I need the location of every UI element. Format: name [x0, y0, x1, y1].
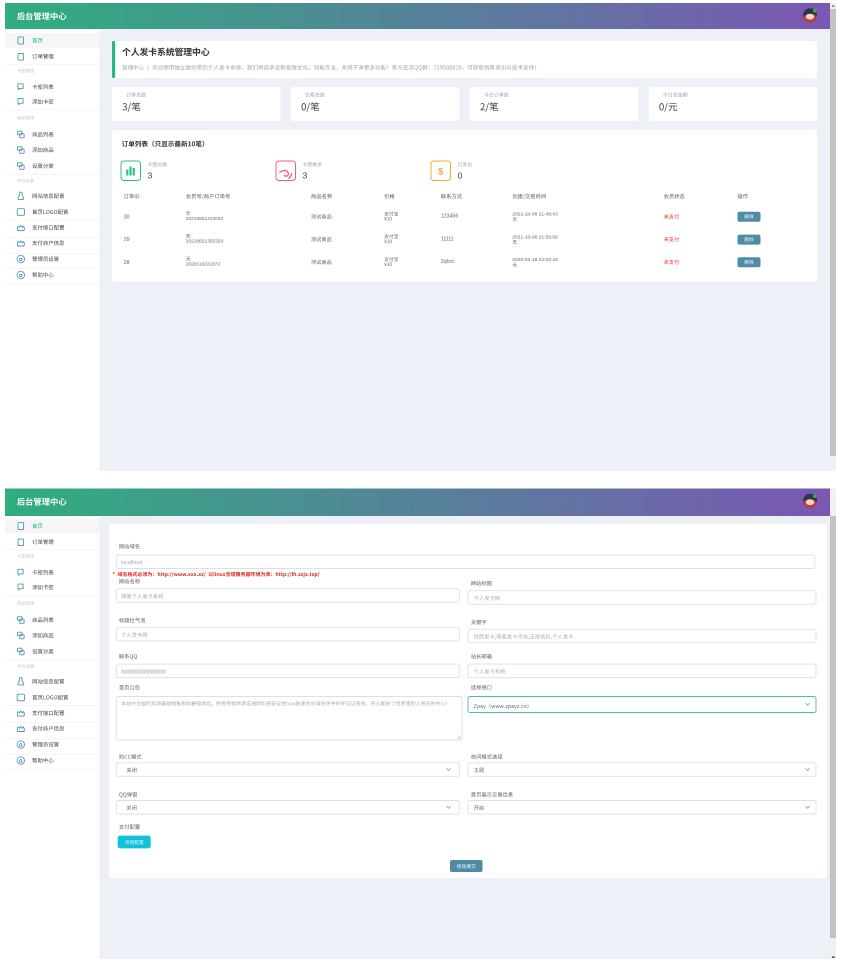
- svg-text:20210621410034: 20210621410034: [186, 216, 224, 222]
- svg-text:2020118221872: 2020118221872: [186, 261, 221, 267]
- svg-text:11111: 11111: [441, 236, 454, 242]
- svg-text:20210621355320: 20210621355320: [186, 239, 224, 245]
- svg-text:28: 28: [124, 260, 130, 266]
- svg-text:29: 29: [124, 237, 130, 243]
- svg-text:2021-10-08 21:59:59: 2021-10-08 21:59:59: [512, 234, 558, 240]
- svg-text:3: 3: [148, 171, 153, 181]
- svg-text:3: 3: [303, 171, 308, 181]
- svg-text:$: $: [438, 167, 444, 178]
- svg-text:0: 0: [458, 171, 463, 181]
- svg-text:2020-02-18 22:02:43: 2020-02-18 22:02:43: [512, 257, 558, 263]
- svg-text:888888888888888: 888888888888888: [121, 669, 166, 675]
- svg-text:2021-10-08 21:49:43: 2021-10-08 21:49:43: [512, 212, 558, 218]
- svg-text:123456: 123456: [441, 214, 458, 220]
- svg-text:localhost: localhost: [121, 560, 143, 566]
- svg-text:2qhcc: 2qhcc: [441, 259, 455, 265]
- svg-text:30: 30: [124, 215, 130, 221]
